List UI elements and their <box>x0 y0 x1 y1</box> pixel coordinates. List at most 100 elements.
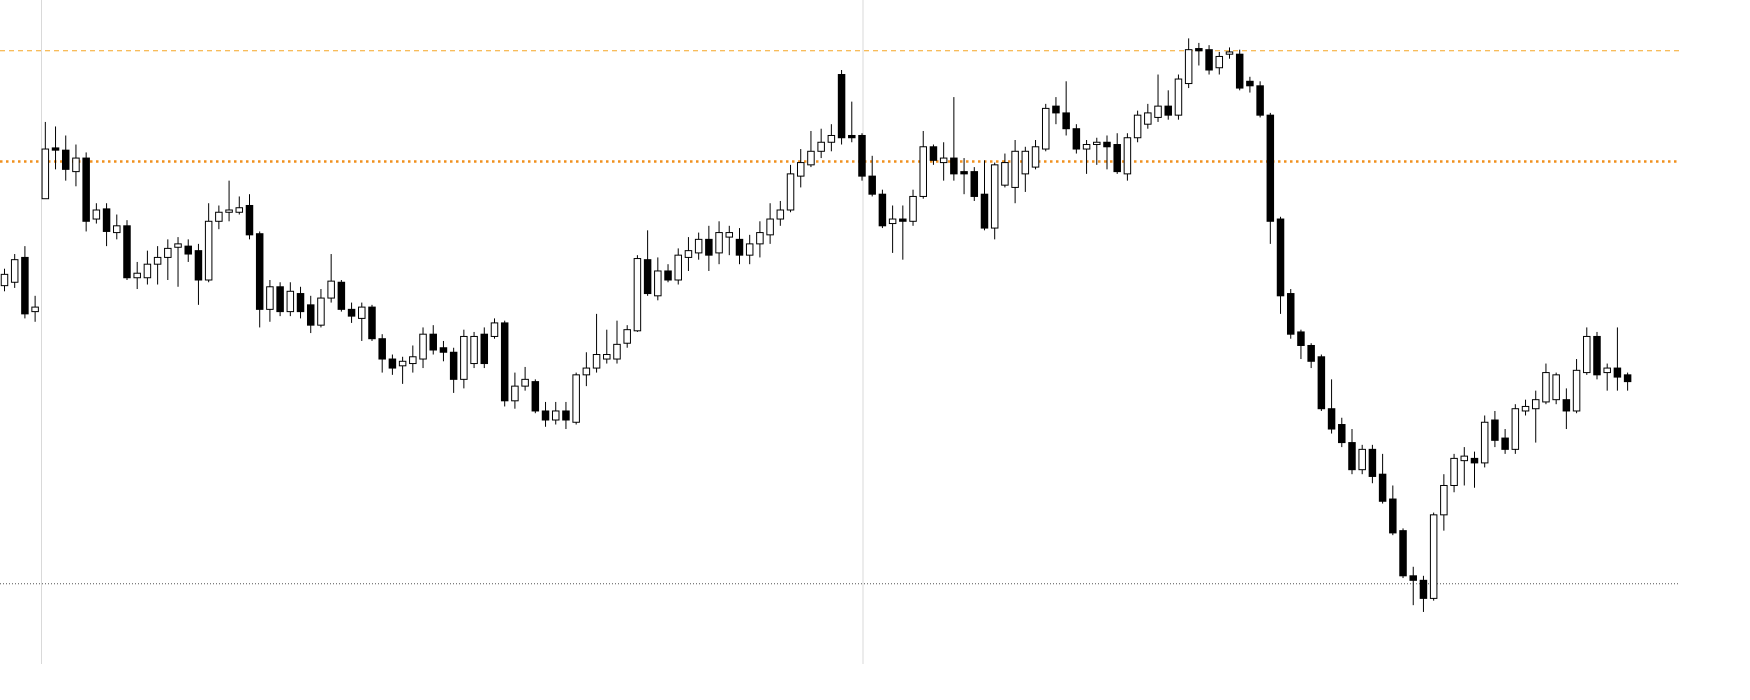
candle-body <box>582 367 591 376</box>
candle-body <box>1052 105 1060 114</box>
candle-body <box>1368 448 1377 477</box>
candle-body <box>1450 457 1458 486</box>
candle-body <box>388 358 397 369</box>
candle-body <box>1460 455 1469 462</box>
candle-body <box>1215 55 1224 69</box>
candle-body <box>347 308 356 317</box>
candle-body <box>1225 51 1234 55</box>
candle-body <box>1297 331 1305 346</box>
candle-body <box>960 171 968 175</box>
candle-body <box>745 243 754 256</box>
candle-body <box>980 193 989 229</box>
candle-body <box>1562 399 1571 412</box>
candle-body <box>480 333 489 365</box>
candle-body <box>500 322 509 402</box>
candle-body <box>817 141 825 152</box>
candle-body <box>306 304 315 326</box>
candle-body <box>868 175 876 195</box>
candle-body <box>21 256 29 315</box>
candle-body <box>102 208 111 232</box>
candle-body <box>950 157 958 175</box>
candle-body <box>409 356 417 365</box>
candle-body <box>633 258 642 332</box>
candle-body <box>1572 369 1581 412</box>
candle-body <box>1195 48 1203 52</box>
candle-body <box>337 281 346 310</box>
candle-body <box>1205 49 1213 71</box>
candle-body <box>521 378 529 387</box>
candle-body <box>327 280 335 299</box>
candle-body <box>664 270 672 281</box>
candle-body <box>1286 293 1295 335</box>
candle-body <box>1133 114 1142 139</box>
candle-body <box>572 374 580 423</box>
candle-body <box>603 354 611 360</box>
candle-body <box>796 162 805 177</box>
candle-body <box>153 256 162 265</box>
candle-body <box>1184 49 1193 85</box>
candle-body <box>1491 419 1499 441</box>
candle-body <box>1613 367 1622 378</box>
candle-body <box>807 150 815 166</box>
candle-body <box>878 193 887 227</box>
candle-body <box>419 333 427 360</box>
candle-body <box>1470 457 1479 464</box>
candle-body <box>654 270 662 297</box>
candle-body <box>1164 105 1172 116</box>
candle-body <box>470 335 478 365</box>
candle-body <box>1623 374 1632 383</box>
candle-body <box>725 232 734 238</box>
candle-body <box>235 207 244 213</box>
candle-body <box>990 164 999 229</box>
candle-body <box>776 209 785 220</box>
candle-body <box>1317 356 1326 410</box>
candle-body <box>674 254 682 281</box>
candle-body <box>786 173 795 211</box>
candle-body <box>837 74 846 139</box>
candle-body <box>929 146 938 161</box>
candle-body <box>1256 85 1264 116</box>
candle-body <box>1531 399 1540 410</box>
candle-body <box>1327 408 1336 430</box>
candle-body <box>705 238 713 256</box>
candle-body <box>1103 141 1111 148</box>
candle-body <box>592 354 601 369</box>
candle-body <box>858 134 866 177</box>
candle-body <box>888 218 897 225</box>
candle-body <box>1440 484 1448 516</box>
candle-body <box>143 263 152 279</box>
candle-body <box>1419 579 1428 599</box>
candle-body <box>449 351 458 380</box>
candle-body <box>1429 514 1438 599</box>
candle-body <box>1501 437 1509 450</box>
candle-body <box>1511 408 1520 450</box>
candle-body <box>1307 344 1315 362</box>
candle-body <box>909 195 917 222</box>
candle-body <box>623 329 631 344</box>
candle-body <box>358 306 366 319</box>
candle-body <box>1082 144 1091 150</box>
candle-body <box>1480 421 1489 464</box>
candle-body <box>684 250 693 258</box>
candle-body <box>429 333 437 351</box>
candle-body <box>266 286 274 310</box>
candle-body <box>92 209 101 220</box>
candle-body <box>10 259 19 283</box>
candle-body <box>1011 150 1019 188</box>
candle-body <box>1266 114 1275 222</box>
candle-body <box>368 306 376 340</box>
candle-body <box>1378 473 1387 502</box>
candle-body <box>1276 218 1285 297</box>
candle-body <box>1093 141 1101 146</box>
candle-body <box>31 306 39 313</box>
candle-body <box>541 410 550 421</box>
candle-body <box>184 245 192 255</box>
candle-body <box>439 347 448 353</box>
candle-body <box>1409 575 1417 581</box>
candle-body <box>766 218 774 236</box>
candle-body <box>1235 53 1244 89</box>
candle-body <box>317 297 325 326</box>
candle-body <box>1338 424 1346 444</box>
